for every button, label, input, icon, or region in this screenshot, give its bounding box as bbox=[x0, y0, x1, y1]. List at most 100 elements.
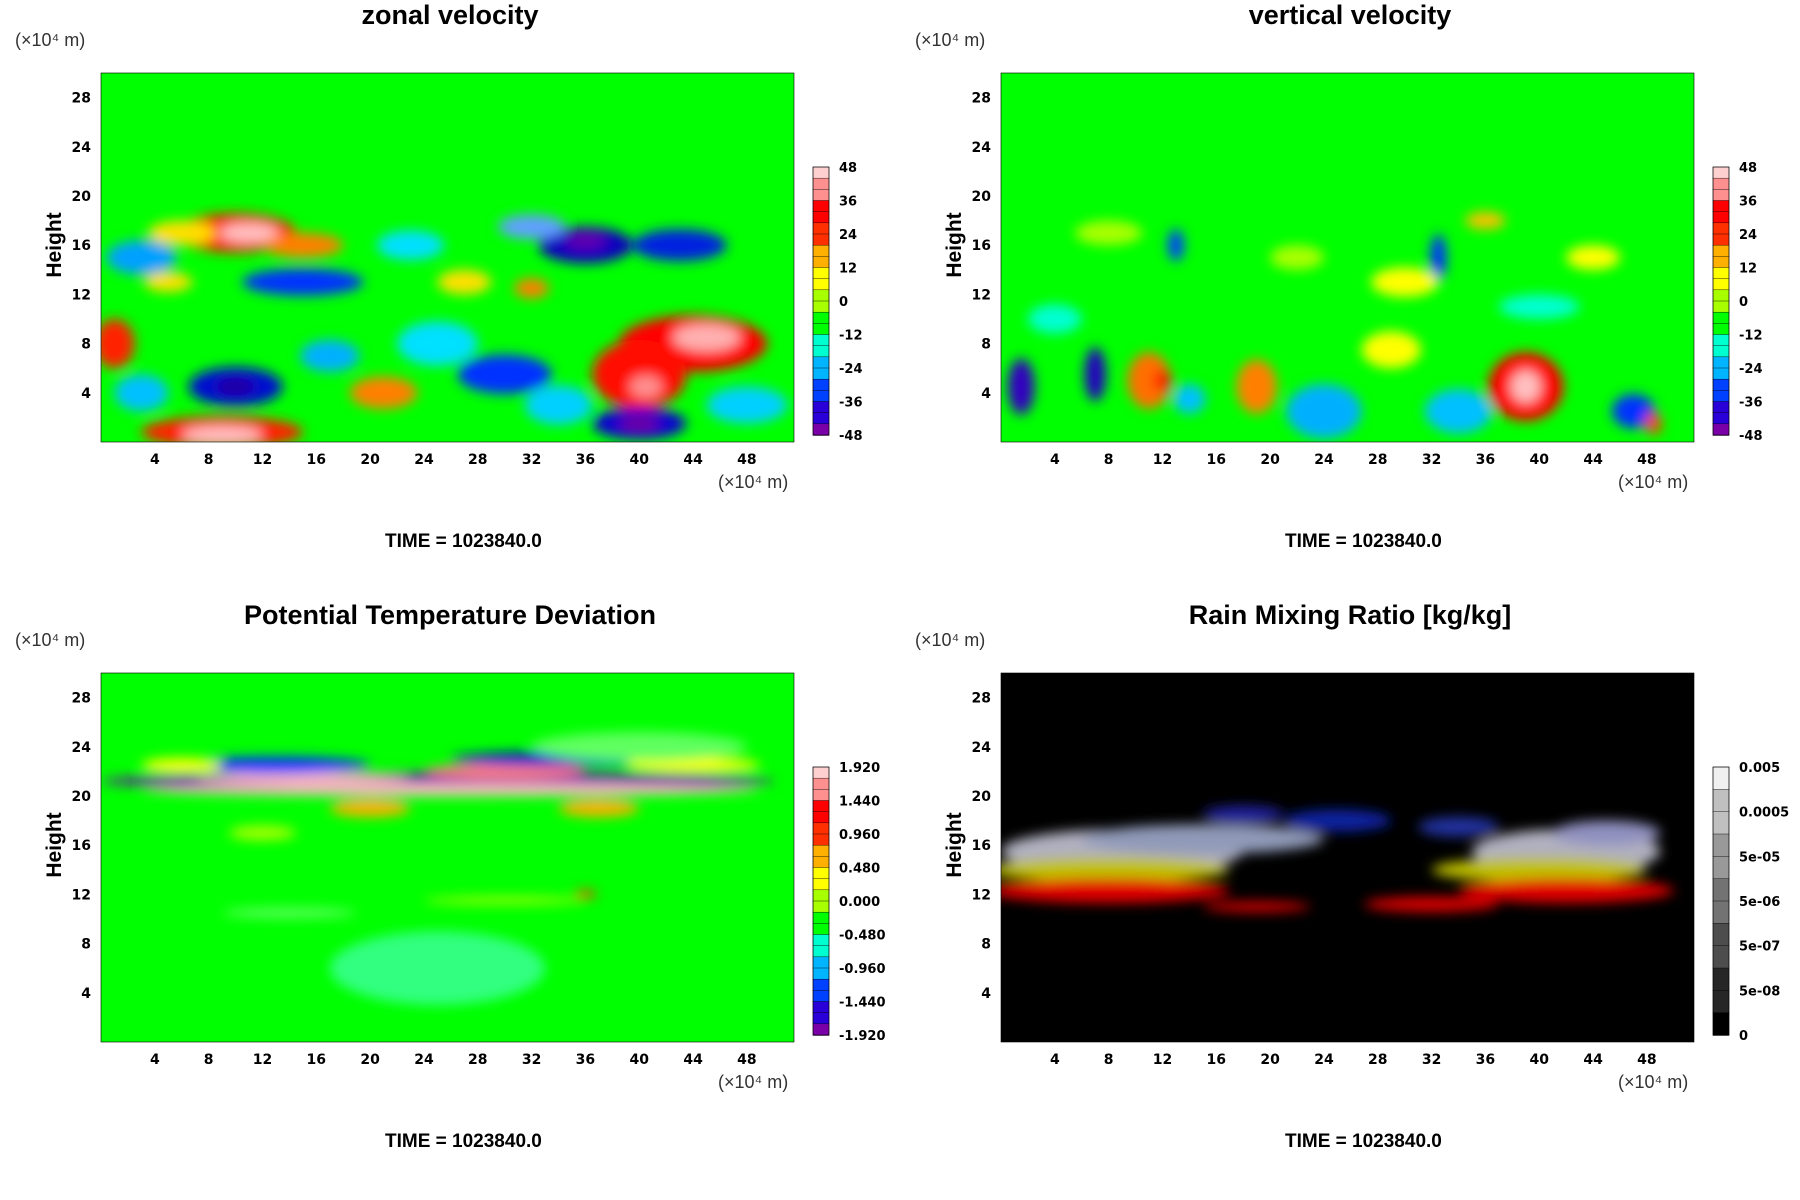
colorbar-segment bbox=[812, 844, 830, 858]
field-feature bbox=[376, 230, 445, 260]
x-tick-label: 44 bbox=[683, 1052, 703, 1068]
field-feature bbox=[1153, 369, 1172, 392]
colorbar-tick-label: 5e-06 bbox=[1739, 895, 1780, 910]
field-feature bbox=[300, 339, 360, 372]
x-tick-label: 40 bbox=[1530, 1052, 1550, 1068]
field-feature bbox=[329, 931, 546, 1006]
y-tick-label: 28 bbox=[972, 691, 991, 707]
x-tick-label: 28 bbox=[468, 1052, 487, 1068]
colorbar-segment bbox=[1712, 166, 1730, 179]
field-feature bbox=[1027, 304, 1082, 334]
field-feature bbox=[497, 214, 566, 240]
x-tick-label: 40 bbox=[1530, 452, 1550, 468]
colorbar-tick-label: -0.480 bbox=[839, 929, 886, 944]
x-tick-label: 44 bbox=[1583, 1052, 1603, 1068]
colorbar-tick-label: -48 bbox=[1739, 429, 1763, 444]
field-feature bbox=[1611, 394, 1655, 429]
colorbar-tick-label: -48 bbox=[839, 429, 863, 444]
y-tick-label: 20 bbox=[972, 789, 992, 805]
colorbar-segment bbox=[812, 900, 830, 913]
colorbar-segment bbox=[1712, 423, 1730, 436]
y-tick-label: 28 bbox=[972, 91, 991, 107]
colorbar-segment bbox=[1712, 233, 1730, 246]
field-feature bbox=[1270, 245, 1324, 270]
y-tick-label: 20 bbox=[72, 189, 92, 205]
y-tick-label: 24 bbox=[972, 140, 992, 156]
x-unit-label: (×10⁴ m) bbox=[718, 472, 789, 492]
colorbar-segment bbox=[812, 177, 830, 191]
field-feature bbox=[1645, 412, 1662, 435]
colorbar-tick-label: 5e-08 bbox=[1739, 984, 1780, 999]
colorbar-segment bbox=[812, 356, 830, 369]
y-tick-label: 28 bbox=[72, 691, 91, 707]
colorbar-segment bbox=[812, 789, 830, 802]
y-tick-label: 12 bbox=[972, 887, 991, 903]
x-tick-label: 12 bbox=[253, 452, 272, 468]
x-tick-label: 44 bbox=[1583, 452, 1603, 468]
x-tick-label: 48 bbox=[737, 452, 756, 468]
x-tick-label: 48 bbox=[1637, 452, 1656, 468]
y-tick-label: 24 bbox=[72, 140, 92, 156]
colorbar-segment bbox=[812, 267, 830, 280]
colorbar-segment bbox=[812, 833, 830, 846]
field-feature bbox=[531, 732, 747, 762]
field-feature bbox=[1127, 352, 1171, 409]
colorbar-segment bbox=[812, 367, 830, 380]
field-feature bbox=[1167, 229, 1185, 262]
field-feature bbox=[437, 269, 492, 295]
colorbar-segment bbox=[812, 777, 830, 791]
field-feature bbox=[592, 339, 687, 409]
x-tick-label: 20 bbox=[1260, 452, 1280, 468]
colorbar-segment bbox=[812, 222, 830, 235]
colorbar-segment bbox=[812, 189, 830, 202]
field-feature bbox=[144, 272, 193, 292]
y-tick-label: 4 bbox=[81, 386, 91, 402]
colorbar-segment bbox=[1712, 390, 1730, 403]
y-tick-label: 4 bbox=[981, 986, 991, 1002]
x-tick-label: 20 bbox=[360, 452, 380, 468]
x-tick-label: 4 bbox=[150, 1052, 160, 1068]
field-feature bbox=[423, 764, 586, 779]
x-tick-label: 4 bbox=[1050, 1052, 1060, 1068]
field-features bbox=[101, 213, 788, 442]
field-feature bbox=[1424, 389, 1493, 434]
colorbar-frame bbox=[812, 166, 830, 436]
field-feature bbox=[242, 268, 364, 296]
colorbar-segment bbox=[812, 945, 830, 958]
colorbar-segment bbox=[812, 822, 830, 835]
field-feature bbox=[1236, 359, 1277, 414]
colorbar-tick-label: -0.960 bbox=[839, 962, 886, 977]
panel-title: vertical velocity bbox=[1248, 0, 1452, 30]
field-feature bbox=[423, 896, 586, 905]
x-tick-label: 36 bbox=[576, 1052, 595, 1068]
plot-frame bbox=[100, 672, 795, 1043]
colorbar-tick-label: 0.960 bbox=[839, 828, 880, 843]
colorbar-segment bbox=[812, 934, 830, 947]
x-tick-label: 32 bbox=[522, 452, 541, 468]
field-features bbox=[101, 732, 774, 1006]
field-feature bbox=[1431, 857, 1647, 883]
colorbar-segment bbox=[1712, 267, 1730, 280]
x-tick-label: 28 bbox=[1368, 452, 1387, 468]
x-tick-label: 24 bbox=[414, 1052, 434, 1068]
field-feature bbox=[1075, 220, 1143, 246]
field-feature bbox=[106, 240, 177, 275]
colorbar-segment bbox=[1712, 334, 1730, 347]
vertical-velocity-plot: 4 8 12 16 20 24 28 32 36 40 44 48481216202428483624… bbox=[972, 72, 1763, 468]
x-unit-label: (×10⁴ m) bbox=[1618, 472, 1689, 492]
colorbar-segment bbox=[812, 378, 830, 392]
field-feature bbox=[672, 323, 741, 351]
y-tick-label: 8 bbox=[981, 937, 991, 953]
field-feature bbox=[141, 757, 223, 773]
colorbar-tick-label: -12 bbox=[839, 329, 863, 344]
colorbar-frame bbox=[812, 766, 830, 1036]
colorbar-segment bbox=[1712, 412, 1730, 425]
colorbar-segment bbox=[812, 289, 830, 302]
field-feature bbox=[1081, 824, 1324, 854]
field-feature bbox=[228, 825, 297, 841]
field-feature bbox=[565, 231, 606, 249]
x-tick-label: 16 bbox=[307, 452, 326, 468]
y-unit-label: (×10⁴ m) bbox=[915, 630, 986, 650]
time-label: TIME = 1023840.0 bbox=[385, 531, 542, 552]
colorbar-segment bbox=[812, 978, 830, 992]
